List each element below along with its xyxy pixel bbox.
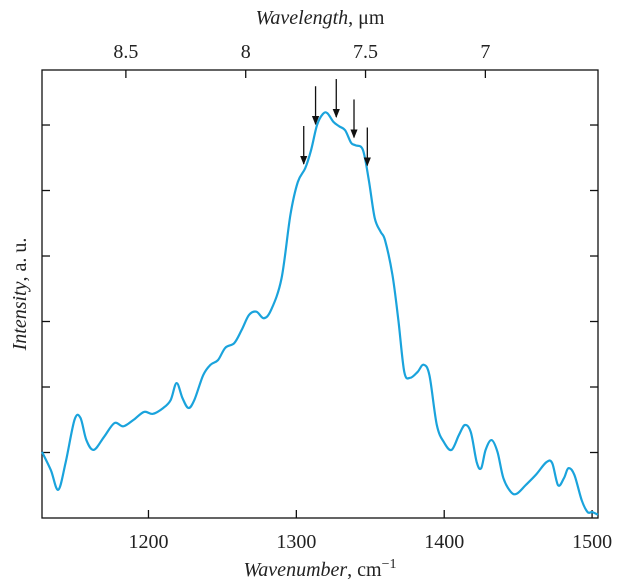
- x-tick-label: 1200: [128, 531, 168, 553]
- x2-tick-label: 8.5: [113, 41, 138, 63]
- y-axis-label: Intensity, a. u.: [9, 238, 31, 352]
- x-tick-label: 1500: [572, 531, 612, 553]
- x-tick-label: 1300: [276, 531, 316, 553]
- x2-tick-label: 7: [480, 41, 490, 63]
- x2-tick-label: 8: [241, 41, 251, 63]
- x2-tick-label: 7.5: [353, 41, 378, 63]
- spectrum-line: [41, 111, 599, 516]
- x-tick-label: 1400: [424, 531, 464, 553]
- plot-frame: [41, 69, 599, 519]
- x-axis-label: Wavenumber, cm−1: [243, 557, 396, 581]
- x2-axis-label: Wavelength, μm: [256, 7, 385, 29]
